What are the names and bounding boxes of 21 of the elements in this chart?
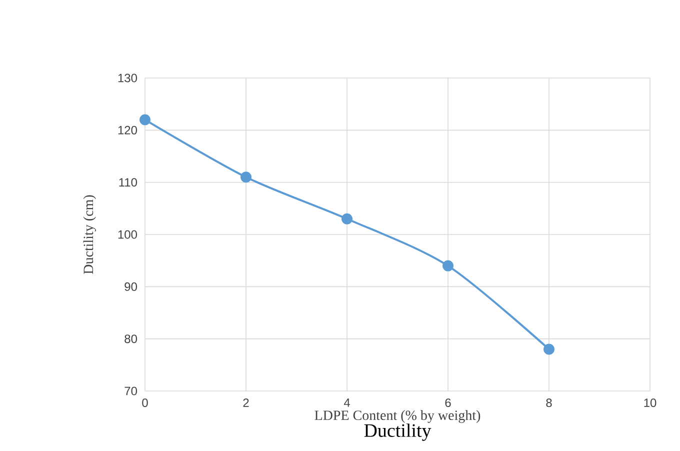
point <box>240 172 252 183</box>
point <box>442 260 454 272</box>
x-tick-label: 2 <box>243 398 249 407</box>
y-tick-label: 130 <box>118 74 137 82</box>
x-axis-title: LDPE Content (% by weight) <box>314 410 480 423</box>
x-tick-label: 6 <box>445 398 451 408</box>
x-tick-label: 0 <box>142 398 148 408</box>
x-tick-label: 4 <box>344 398 350 407</box>
y-tick-label: 100 <box>118 230 137 239</box>
y-tick-label: 80 <box>124 334 138 344</box>
point <box>544 344 555 355</box>
y-tick-label: 70 <box>124 386 138 396</box>
text: Ductility <box>364 424 432 441</box>
x-tick-label: 10 <box>644 398 656 408</box>
y-axis-title: Ductility (cm) <box>83 195 96 274</box>
x-tick-label: 8 <box>546 398 552 408</box>
point <box>140 114 150 126</box>
y-tick-label: 110 <box>119 178 138 187</box>
y-tick-label: 120 <box>118 126 137 134</box>
y-tick-label: 90 <box>124 282 138 291</box>
point <box>342 213 353 224</box>
